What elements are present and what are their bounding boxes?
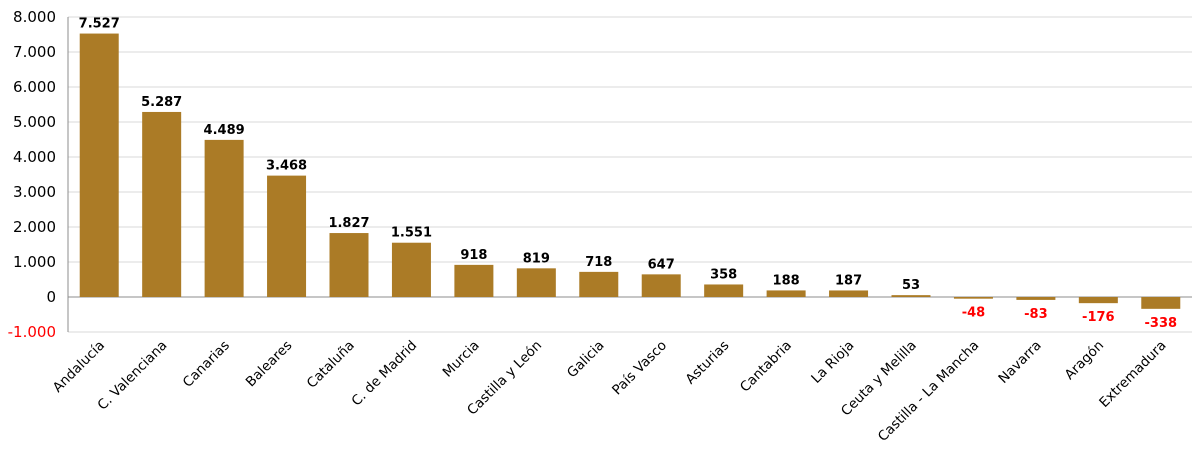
data-label: 918 (460, 248, 487, 263)
bar (1016, 297, 1056, 300)
data-label: 187 (835, 273, 862, 288)
y-tick-label: 6.000 (13, 78, 56, 96)
bar (516, 268, 556, 297)
data-label: 7.527 (79, 17, 120, 32)
gridlines (68, 16, 1192, 333)
y-tick-label: 4.000 (13, 148, 56, 166)
y-tick-label: 8.000 (13, 8, 56, 26)
data-label: 53 (902, 278, 920, 293)
x-tick-label: La Rioja (808, 338, 857, 387)
data-label: 4.489 (204, 123, 245, 138)
data-label: 647 (648, 257, 675, 272)
x-tick-label: C. de Madrid (348, 338, 420, 410)
bar (267, 175, 307, 297)
data-label: 1.827 (328, 216, 369, 231)
bar (204, 139, 244, 297)
data-label: 819 (523, 251, 550, 266)
bar (891, 295, 931, 297)
data-label: 188 (773, 273, 800, 288)
data-label: 1.551 (391, 226, 432, 241)
y-tick-label: 1.000 (13, 253, 56, 271)
data-label: -83 (1024, 307, 1048, 322)
bars (79, 33, 1181, 309)
data-label: 5.287 (141, 95, 182, 110)
x-tick-label: Navarra (995, 338, 1044, 387)
y-tick-label: 2.000 (13, 218, 56, 236)
bar (1078, 297, 1118, 304)
bar (391, 242, 431, 297)
x-tick-label: País Vasco (609, 338, 670, 399)
x-tick-label: Asturias (682, 338, 732, 388)
bar (1141, 297, 1181, 309)
y-tick-label: 0 (46, 288, 56, 306)
x-tick-label: Galicia (564, 338, 608, 382)
x-tick-label: Canarias (180, 338, 233, 391)
bar (579, 271, 619, 297)
x-tick-label: Andalucía (50, 338, 108, 396)
y-tick-label: -1.000 (8, 323, 56, 341)
bar (829, 290, 869, 297)
x-tick-label: Murcia (440, 338, 483, 381)
x-tick-label: Cantabria (737, 338, 795, 396)
x-tick-label: Castilla - La Mancha (875, 338, 982, 445)
x-tick-label: Cataluña (304, 338, 358, 392)
bar (329, 233, 369, 297)
data-label: 3.468 (266, 159, 307, 174)
data-label: -48 (962, 306, 986, 321)
bar (454, 264, 494, 297)
axes (67, 17, 1192, 332)
bar (704, 284, 744, 297)
bar (79, 33, 119, 298)
x-tick-label: Extremadura (1096, 338, 1169, 411)
x-tick-label: Aragón (1062, 338, 1108, 384)
data-label: -338 (1145, 316, 1178, 331)
y-tick-label: 5.000 (13, 113, 56, 131)
x-tick-label: Baleares (243, 338, 296, 391)
bar (142, 111, 182, 297)
data-label: 358 (710, 267, 737, 282)
y-tick-labels: -1.000 0 1.000 2.000 3.000 4.000 5.000 6.000 7.0… (8, 8, 56, 341)
data-labels: 7.527 5.287 4.489 3.468 1.827 1.551 918 819 718 6… (79, 17, 1177, 331)
data-label: -176 (1082, 310, 1115, 325)
y-tick-label: 7.000 (13, 43, 56, 61)
data-label: 718 (585, 255, 612, 270)
bar (641, 274, 681, 297)
y-tick-label: 3.000 (13, 183, 56, 201)
bar (766, 290, 806, 297)
bar (953, 297, 993, 299)
